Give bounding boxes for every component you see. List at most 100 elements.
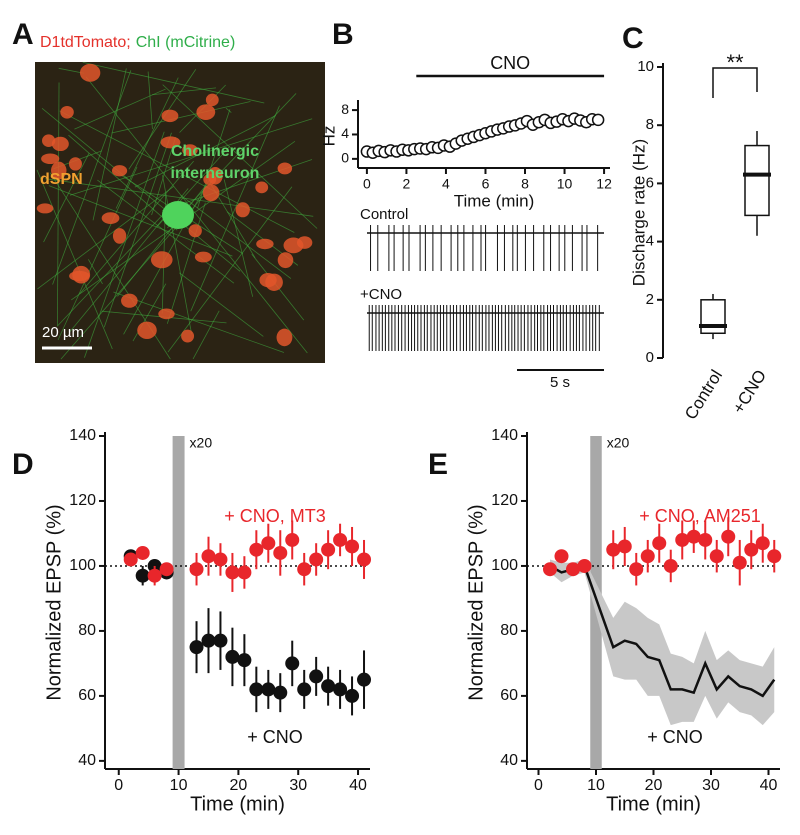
- cell-body: [277, 252, 294, 269]
- neurite: [58, 67, 84, 74]
- neurite: [180, 194, 292, 279]
- neurite: [84, 131, 165, 358]
- neurite: [68, 134, 178, 231]
- cell-label: dSPN: [40, 171, 83, 188]
- significance-bracket: [712, 67, 758, 98]
- cell-body: [182, 144, 198, 157]
- x-axis-label: Time (min): [454, 191, 535, 210]
- point: [159, 562, 174, 577]
- neurite: [147, 71, 153, 129]
- neuron-label: interneuron: [171, 165, 260, 182]
- point: [357, 672, 372, 687]
- x-axis-label: Time (min): [190, 793, 285, 815]
- x-tick-label: 40: [349, 777, 367, 794]
- point: [345, 539, 360, 554]
- x-axis-label: Time (min): [606, 793, 701, 815]
- point: [309, 669, 324, 684]
- x-tick-label: 0: [534, 777, 543, 794]
- treatment-label: CNO: [490, 53, 530, 73]
- point: [577, 558, 592, 573]
- panel-label: E: [428, 448, 448, 481]
- x-tick-label: 0: [114, 777, 123, 794]
- point: [213, 633, 228, 648]
- point: [225, 565, 240, 580]
- x-tick-label: 40: [760, 777, 778, 794]
- cell-body: [160, 136, 181, 149]
- x-tick-label: 10: [557, 176, 573, 192]
- point: [333, 682, 348, 697]
- title-part: ChI (mCitrine): [136, 34, 236, 51]
- cell-body: [51, 161, 67, 180]
- neurite: [115, 77, 179, 209]
- neurite: [45, 178, 314, 217]
- point: [357, 552, 372, 567]
- neurite: [48, 185, 233, 257]
- cell-body: [181, 329, 195, 343]
- cell-body: [296, 236, 313, 249]
- point: [345, 688, 360, 703]
- point: [261, 682, 276, 697]
- y-axis-label: Normalized EPSP (%): [43, 504, 65, 700]
- trace-label: +CNO: [360, 286, 402, 303]
- point: [744, 542, 759, 557]
- significance: **: [726, 50, 744, 75]
- box: [744, 144, 770, 217]
- neurite: [82, 61, 265, 104]
- cell-body: [101, 212, 120, 224]
- point: [201, 549, 216, 564]
- x-tick-label: +CNO: [729, 366, 770, 417]
- neurite: [111, 101, 251, 134]
- y-axis-label: Hz: [319, 126, 338, 147]
- cell-body: [41, 153, 60, 164]
- interneuron: [162, 201, 194, 229]
- point: [721, 529, 736, 544]
- neurite: [103, 132, 172, 328]
- neurite: [179, 272, 264, 337]
- y-tick-label: 80: [78, 622, 96, 639]
- series-label: + CNO, MT3: [224, 506, 326, 526]
- point: [297, 562, 312, 577]
- y-tick-label: 2: [646, 291, 654, 308]
- neurite: [92, 68, 127, 221]
- point: [237, 653, 252, 668]
- x-tick-label: 10: [587, 777, 605, 794]
- neurite: [59, 110, 295, 233]
- cell-body: [255, 181, 269, 194]
- cell-body: [265, 273, 283, 291]
- y-tick-label: 0: [341, 150, 349, 166]
- series-label: + CNO: [647, 727, 703, 747]
- cell-body: [158, 308, 175, 320]
- x-tick-label: 2: [403, 176, 411, 192]
- point: [767, 549, 782, 564]
- cell-body: [205, 93, 219, 107]
- y-tick-label: 6: [646, 174, 654, 191]
- point: [249, 542, 264, 557]
- sem-band: [550, 559, 775, 726]
- y-tick-label: 120: [69, 492, 96, 509]
- point: [135, 545, 150, 560]
- series-label: + CNO: [247, 727, 303, 747]
- neurite: [57, 166, 138, 341]
- point: [698, 532, 713, 547]
- neurite: [56, 82, 60, 327]
- cell-body: [112, 228, 127, 244]
- trace-scale-label: 5 s: [550, 374, 570, 391]
- point: [617, 539, 632, 554]
- cell-body: [202, 184, 220, 202]
- neurite: [151, 137, 176, 216]
- cell-body: [51, 136, 69, 152]
- gap-bar: [172, 436, 185, 769]
- cell-body: [36, 203, 54, 214]
- y-tick-label: 4: [341, 125, 349, 141]
- point: [675, 532, 690, 547]
- neurite: [162, 175, 192, 334]
- point: [237, 565, 252, 580]
- neurite: [167, 186, 293, 353]
- point: [189, 640, 204, 655]
- neurite: [87, 259, 103, 285]
- series-label: + CNO, AM251: [639, 506, 761, 526]
- y-tick-label: 8: [646, 116, 654, 133]
- neurite: [79, 160, 194, 295]
- x-tick-label: 4: [442, 176, 450, 192]
